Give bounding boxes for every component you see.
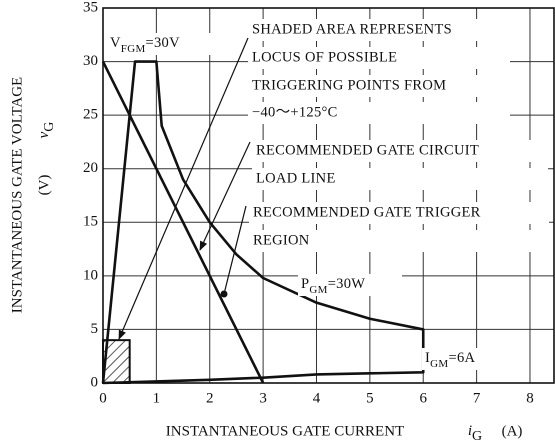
y-tick-label: 25 <box>83 107 98 123</box>
annotation-text: SHADED AREA REPRESENTS <box>252 21 452 37</box>
symbol-sub: G <box>472 429 482 444</box>
leader <box>223 205 247 295</box>
symbol-main: v <box>36 131 52 138</box>
label-rest: =30W <box>328 276 366 292</box>
label-bg <box>248 102 510 124</box>
label-bg <box>248 75 510 97</box>
label-bg <box>248 47 510 69</box>
y-tick-label: 35 <box>83 0 98 15</box>
y-tick-label: 20 <box>83 160 98 176</box>
x-tick-label: 4 <box>313 390 321 406</box>
axis-title: INSTANTANEOUS GATE VOLTAGE <box>9 77 25 313</box>
y-tick-label: 5 <box>91 321 99 337</box>
vfgm-label: VFGM=30V <box>110 35 180 54</box>
shaded-region <box>102 339 131 384</box>
label-main: P <box>301 276 309 292</box>
series-line <box>101 60 425 385</box>
series-line <box>101 60 265 384</box>
x-tick-label: 8 <box>526 390 534 406</box>
symbol-main: i <box>468 423 472 439</box>
annotation-text: TRIGGERING POINTS FROM <box>252 77 446 93</box>
annotation-text: LOCUS OF POSSIBLE <box>252 49 397 65</box>
symbol-sub: G <box>42 122 57 132</box>
x-tick-label: 7 <box>473 390 481 406</box>
axis-unit: (V) <box>36 175 52 196</box>
leader <box>118 37 249 340</box>
axis-symbol: vG <box>36 122 57 139</box>
annotation-text: REGION <box>253 232 310 248</box>
leader-dot <box>220 290 228 298</box>
label-sub: GM <box>309 284 327 296</box>
label-bg <box>249 230 549 252</box>
axis-unit: (A) <box>502 423 523 439</box>
x-tick-label: 3 <box>259 390 267 406</box>
y-tick-label: 15 <box>83 214 98 230</box>
axis-label: INSTANTANEOUS GATE CURRENT iG (A) <box>166 423 523 444</box>
axis-title: INSTANTANEOUS GATE CURRENT <box>166 423 404 439</box>
axis-label: INSTANTANEOUS GATE VOLTAGE vG (V) <box>9 77 57 313</box>
label-rest: =6A <box>448 350 475 366</box>
label-bg <box>422 348 508 370</box>
annotation-text: RECOMMENDED GATE TRIGGER <box>253 204 481 220</box>
annotation-text: LOAD LINE <box>256 170 336 186</box>
label-main: V <box>110 35 121 51</box>
label-bg <box>298 274 402 296</box>
x-tick-label: 2 <box>206 390 214 406</box>
x-tick-label: 1 <box>153 390 161 406</box>
annotation-text: RECOMMENDED GATE CIRCUIT <box>256 142 479 158</box>
label-sub: GM <box>430 358 448 370</box>
plot-frame <box>102 7 555 384</box>
x-tick-label: 6 <box>419 390 427 406</box>
y-tick-label: 0 <box>91 374 99 390</box>
label-bg <box>107 33 219 55</box>
x-tick-label: 0 <box>99 390 107 406</box>
igm-label: IGM=6A <box>425 350 475 369</box>
y-tick-label: 30 <box>83 53 98 69</box>
y-tick-label: 10 <box>83 267 98 283</box>
label-bg <box>249 202 549 224</box>
label-sub: FGM <box>121 43 146 55</box>
annotation-text: −40～+125°C <box>252 104 338 120</box>
leader <box>199 141 251 251</box>
label-rest: =30V <box>146 35 181 51</box>
pgm-label: PGM=30W <box>301 276 365 295</box>
x-tick-label: 5 <box>366 390 374 406</box>
label-bg <box>248 19 510 41</box>
label-bg <box>252 168 548 190</box>
label-main: I <box>425 350 430 366</box>
axis-symbol: iG <box>468 423 482 444</box>
label-bg <box>252 140 548 162</box>
